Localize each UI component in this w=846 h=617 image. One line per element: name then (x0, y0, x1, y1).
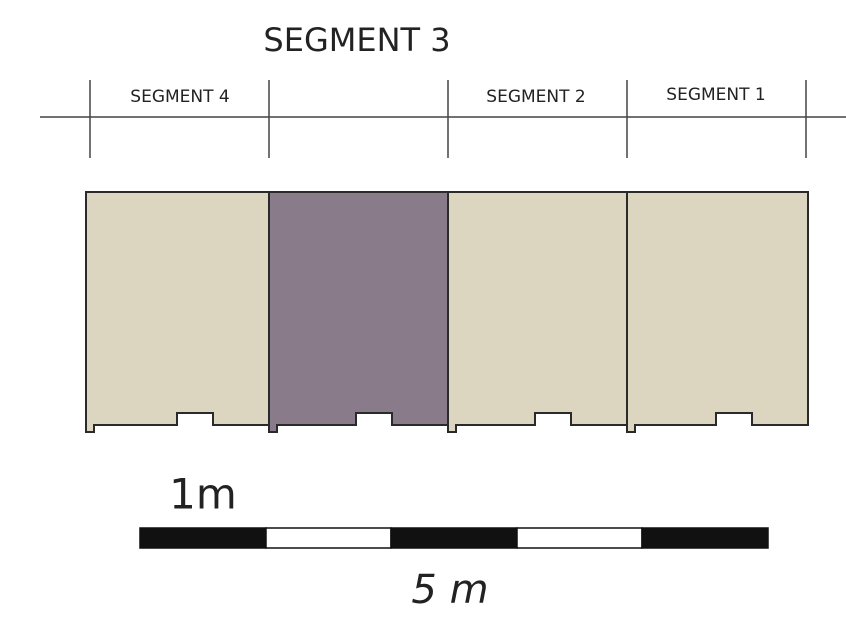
scale-segment (516, 527, 643, 549)
segment-label: SEGMENT 2 (486, 87, 585, 107)
scale-segment (265, 527, 392, 549)
scale-segment (139, 527, 267, 549)
total-label: 5 m (411, 567, 488, 613)
block (447, 191, 628, 433)
ticks (89, 80, 807, 158)
segment-label: SEGMENT 4 (130, 87, 229, 107)
block (626, 191, 809, 433)
blocks (85, 191, 809, 433)
scale-segment (390, 527, 518, 549)
unit-label: 1m (169, 470, 237, 519)
scale-bar (139, 527, 769, 549)
segment-label: SEGMENT 1 (666, 85, 765, 105)
scale-segment (641, 527, 769, 549)
top-label: SEGMENT 3 (263, 21, 450, 59)
block-highlighted (268, 191, 449, 433)
block (85, 191, 270, 433)
